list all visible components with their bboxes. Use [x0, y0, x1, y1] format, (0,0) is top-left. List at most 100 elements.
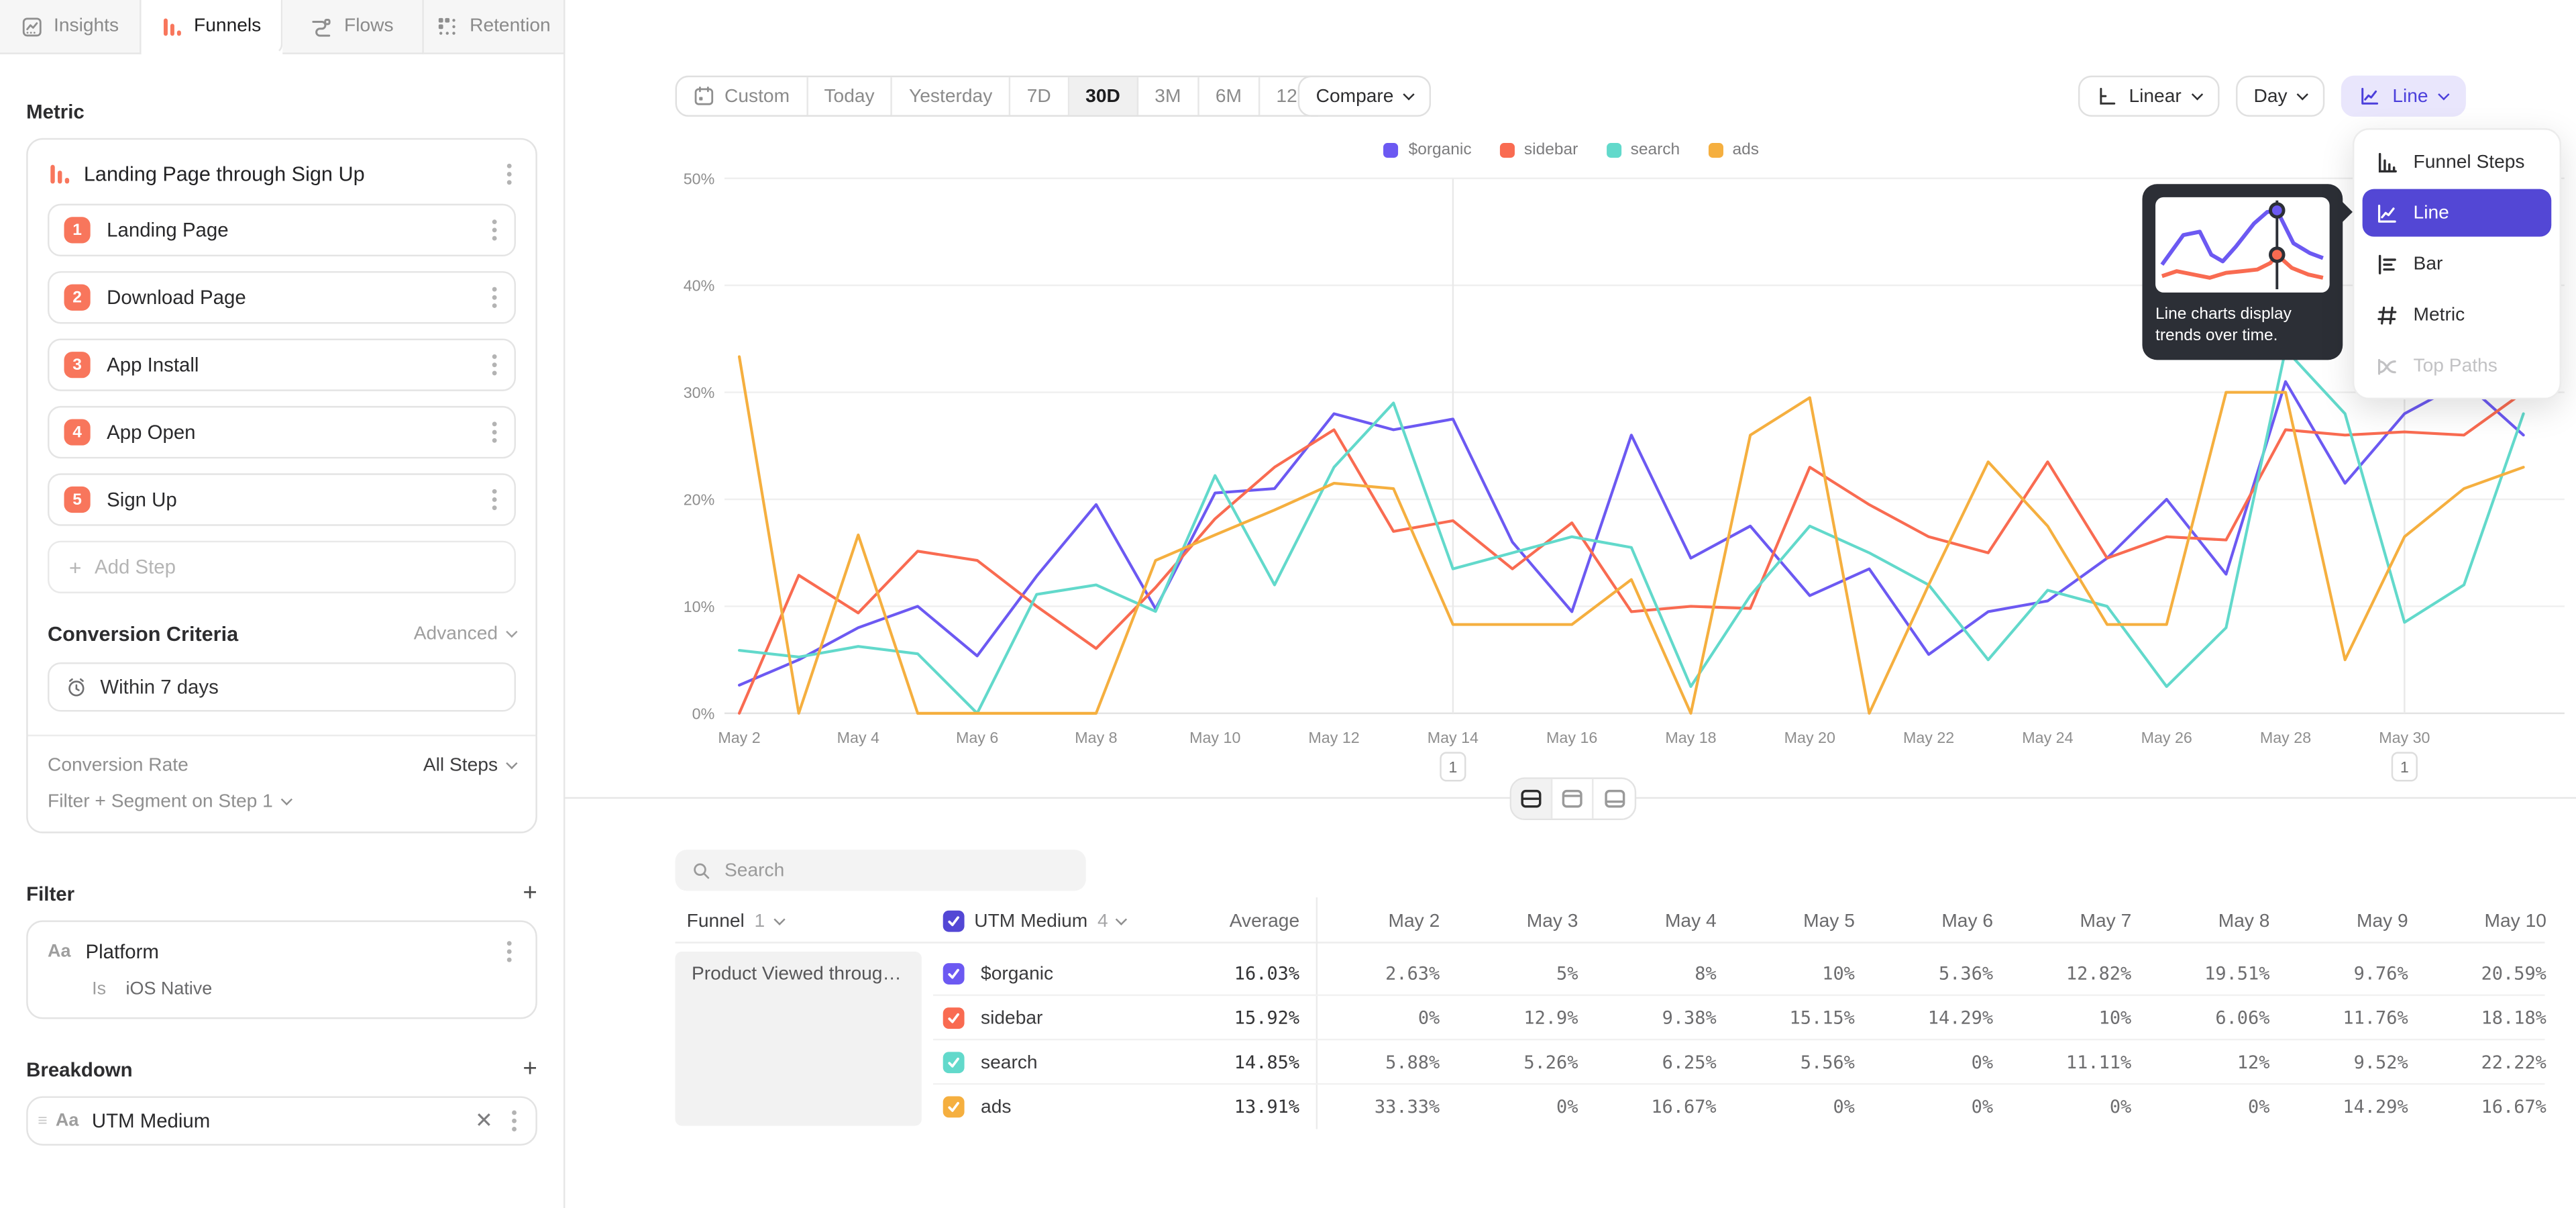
- date-value: 6.06%: [2215, 1007, 2270, 1029]
- chevron-down-icon: [506, 625, 518, 638]
- range-today[interactable]: Today: [808, 77, 893, 115]
- drag-handle-icon[interactable]: ≡: [38, 1111, 48, 1130]
- funnel-steps-icon: [2375, 150, 2398, 173]
- line-chart-icon: [2361, 87, 2379, 105]
- date-value: 9.76%: [2353, 963, 2408, 985]
- row-checkbox[interactable]: [943, 963, 965, 985]
- legend-item[interactable]: search: [1605, 142, 1680, 160]
- row-checkbox[interactable]: [943, 1007, 965, 1029]
- date-value: 5.56%: [1800, 1052, 1855, 1074]
- menu-item-funnel-steps[interactable]: Funnel Steps: [2363, 138, 2552, 186]
- range-custom[interactable]: Custom: [677, 77, 808, 115]
- funnel-step[interactable]: 5 Sign Up: [48, 473, 516, 526]
- clock-icon: [66, 676, 87, 698]
- menu-item-bar[interactable]: Bar: [2363, 240, 2552, 288]
- range-30d[interactable]: 30D: [1069, 77, 1138, 115]
- select-all-checkbox[interactable]: [943, 910, 965, 932]
- range-3m[interactable]: 3M: [1138, 77, 1199, 115]
- tab-retention[interactable]: Retention: [423, 0, 566, 54]
- date-column-header: May 2: [1388, 911, 1440, 932]
- svg-text:May 18: May 18: [1665, 729, 1716, 746]
- tab-insights[interactable]: Insights: [0, 0, 142, 54]
- filter-value[interactable]: iOS Native: [125, 979, 213, 999]
- chart-view-toggle[interactable]: [1552, 778, 1594, 819]
- step-kebab-menu-icon[interactable]: [488, 350, 501, 380]
- date-value: 9.52%: [2353, 1052, 2408, 1074]
- menu-item-top-paths: Top Paths: [2363, 342, 2552, 389]
- range-7d[interactable]: 7D: [1010, 77, 1069, 115]
- svg-text:May 14: May 14: [1428, 729, 1479, 746]
- step-kebab-menu-icon[interactable]: [488, 283, 501, 312]
- tab-label: Funnels: [194, 16, 262, 36]
- average-value: 15.92%: [1234, 1007, 1300, 1029]
- tab-funnels[interactable]: Funnels: [141, 0, 283, 54]
- menu-item-metric[interactable]: Metric: [2363, 291, 2552, 338]
- range-yesterday[interactable]: Yesterday: [893, 77, 1011, 115]
- table-row: sidebar 15.92% 0% 12.9% 9.38% 15.15% 14.29% 10%…: [933, 996, 2546, 1041]
- funnel-kebab-menu-icon[interactable]: [502, 160, 516, 189]
- remove-breakdown-icon[interactable]: ✕: [474, 1107, 493, 1133]
- average-value: 14.85%: [1234, 1052, 1300, 1074]
- interval-label: Day: [2253, 86, 2288, 106]
- legend-label: $organic: [1408, 141, 1472, 160]
- conversion-window-button[interactable]: Within 7 days: [48, 662, 516, 712]
- legend-item[interactable]: ads: [1707, 142, 1759, 160]
- legend-swatch: [1499, 143, 1515, 158]
- compare-button[interactable]: Compare: [1297, 75, 1432, 117]
- split-view-toggle[interactable]: [1511, 778, 1553, 819]
- chevron-down-icon: [773, 913, 785, 925]
- step-label: Download Page: [107, 286, 246, 309]
- breakdown-property-label[interactable]: UTM Medium: [91, 1109, 211, 1133]
- date-column-header: May 5: [1803, 911, 1855, 932]
- step-kebab-menu-icon[interactable]: [488, 485, 501, 514]
- add-breakdown-button[interactable]: +: [523, 1055, 537, 1083]
- date-value: 16.67%: [1651, 1096, 1717, 1118]
- legend-item[interactable]: sidebar: [1499, 142, 1578, 160]
- chevron-down-icon: [506, 757, 518, 770]
- svg-text:0%: 0%: [692, 705, 715, 722]
- add-step-button[interactable]: + Add Step: [48, 540, 516, 594]
- filter-operator[interactable]: Is: [92, 979, 107, 999]
- date-range-selector: Custom Today Yesterday 7D 30D 3M 6M 12M: [675, 75, 1332, 117]
- legend-item[interactable]: $organic: [1383, 141, 1472, 160]
- range-label: 3M: [1155, 86, 1181, 106]
- step-kebab-menu-icon[interactable]: [488, 417, 501, 447]
- breakdown-column-header[interactable]: UTM Medium 4: [943, 901, 1128, 942]
- step-kebab-menu-icon[interactable]: [488, 215, 501, 245]
- funnel-header[interactable]: Landing Page through Sign Up: [48, 160, 516, 189]
- row-checkbox[interactable]: [943, 1096, 965, 1118]
- funnel-step[interactable]: 4 App Open: [48, 405, 516, 459]
- breakdown-kebab-menu-icon[interactable]: [508, 1106, 521, 1136]
- add-filter-button[interactable]: +: [523, 879, 537, 907]
- table-row: $organic 16.03% 2.63% 5% 8% 10% 5.36% 12.82% 19.…: [933, 952, 2546, 997]
- chart-controls: Linear Day Line: [2078, 75, 2466, 117]
- chart-type-dropdown-button[interactable]: Line: [2341, 75, 2466, 117]
- all-steps-dropdown[interactable]: All Steps: [423, 756, 518, 776]
- menu-item-line[interactable]: Line: [2362, 189, 2552, 237]
- funnel-name-cell[interactable]: Product Viewed through P...: [675, 951, 922, 1126]
- row-checkbox[interactable]: [943, 1052, 965, 1074]
- funnel-column-header[interactable]: Funnel 1: [687, 901, 785, 942]
- svg-text:May 30: May 30: [2379, 729, 2430, 746]
- interval-dropdown-button[interactable]: Day: [2235, 75, 2325, 117]
- tab-flows[interactable]: Flows: [282, 0, 424, 54]
- scale-dropdown-button[interactable]: Linear: [2078, 75, 2220, 117]
- funnel-step[interactable]: 1 Landing Page: [48, 203, 516, 257]
- advanced-dropdown[interactable]: Advanced: [414, 625, 518, 644]
- funnel-step[interactable]: 2 Download Page: [48, 271, 516, 324]
- funnel-step[interactable]: 3 App Install: [48, 338, 516, 391]
- layout-view-toggle: [1509, 777, 1637, 821]
- svg-text:May 4: May 4: [837, 729, 879, 746]
- line-chart[interactable]: 0% 10% 20% 30% 40% 50% May 2 May 4 May 6 May 8 May…: [565, 164, 2576, 797]
- search-input[interactable]: [724, 860, 1070, 880]
- filter-segment-dropdown[interactable]: Filter + Segment on Step 1: [48, 792, 516, 812]
- date-value: 5.88%: [1385, 1052, 1440, 1074]
- filter-kebab-menu-icon[interactable]: [502, 937, 516, 966]
- divider: [28, 734, 536, 737]
- date-value: 10%: [2098, 1007, 2132, 1029]
- range-6m[interactable]: 6M: [1199, 77, 1260, 115]
- date-value: 19.51%: [2204, 963, 2270, 985]
- svg-text:May 2: May 2: [718, 729, 760, 746]
- table-view-toggle[interactable]: [1594, 779, 1635, 819]
- filter-property-label[interactable]: Platform: [85, 940, 159, 964]
